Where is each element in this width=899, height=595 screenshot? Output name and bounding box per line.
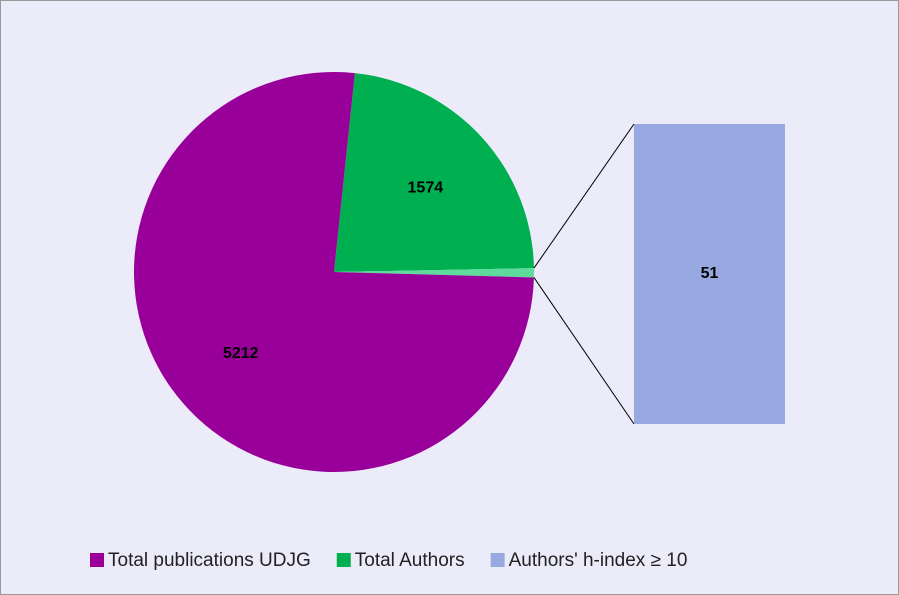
pie-slice [334, 268, 534, 278]
legend-swatch [90, 553, 104, 567]
legend-label: Total Authors [355, 550, 465, 571]
bar [634, 124, 785, 424]
legend-label: Total publications UDJG [108, 550, 311, 571]
data-label: 51 [701, 265, 719, 282]
legend-label: Authors' h-index ≥ 10 [509, 550, 688, 571]
data-label: 5212 [223, 345, 259, 362]
pie-slice [334, 73, 534, 273]
legend-swatch [336, 553, 351, 567]
data-label: 1574 [408, 179, 444, 196]
connector-line [533, 277, 635, 425]
pie-slice [134, 71, 534, 472]
connector-line [533, 123, 635, 269]
legend-swatch [490, 553, 505, 567]
